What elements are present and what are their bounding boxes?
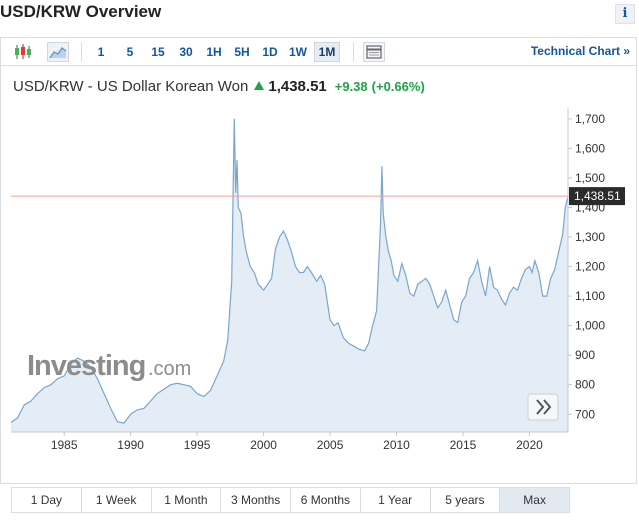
y-tick-label: 700 [575, 407, 595, 421]
y-tick-label: 1,200 [575, 260, 605, 274]
timeframe-30[interactable]: 30 [179, 45, 193, 59]
range-5-years[interactable]: 5 years [431, 488, 501, 512]
price-change: +9.38 [334, 79, 368, 94]
watermark-suffix: .com [148, 358, 191, 380]
header: USD/KRW Overview i [0, 0, 639, 28]
range-max[interactable]: Max [500, 488, 569, 512]
chart-container: USD/KRW - US Dollar Korean Won 1,438.51 +9… [0, 66, 637, 484]
range-3-months[interactable]: 3 Months [221, 488, 291, 512]
timeframe-5h[interactable]: 5H [234, 45, 250, 59]
y-tick-label: 1,700 [575, 112, 605, 126]
x-tick-label: 2005 [317, 438, 344, 452]
price-chart[interactable]: Investing .com 1985 1990 1995 2000 2005 2010 2… [0, 0, 639, 485]
price-change-percent: (+0.66%) [371, 79, 425, 94]
last-price-tag [569, 187, 625, 206]
range-1-year[interactable]: 1 Year [361, 488, 431, 512]
candlestick-icon[interactable] [12, 42, 34, 62]
y-tick-label: 1,300 [575, 230, 605, 244]
technical-chart-link[interactable]: Technical Chart » [530, 44, 630, 58]
y-tick-label: 1,100 [575, 289, 605, 303]
table-icon[interactable] [363, 42, 385, 62]
range-1-month[interactable]: 1 Month [152, 488, 222, 512]
price-area-fill [11, 118, 568, 433]
x-tick-label: 1990 [117, 438, 144, 452]
x-tick-label: 1995 [184, 438, 211, 452]
x-tick-label: 2020 [516, 438, 543, 452]
expand-button[interactable] [527, 393, 559, 421]
timeframe-1w[interactable]: 1W [289, 45, 307, 59]
timeframe-15[interactable]: 15 [151, 45, 165, 59]
up-arrow-icon [254, 81, 265, 90]
timeframe-1[interactable]: 1 [97, 45, 105, 59]
timeframe-1m[interactable]: 1M [314, 42, 340, 62]
last-price: 1,438.51 [268, 78, 327, 95]
area-chart-icon[interactable] [47, 42, 69, 62]
timeframe-5[interactable]: 5 [126, 45, 134, 59]
y-tick-label: 800 [575, 378, 595, 392]
range-selector: 1 Day 1 Week 1 Month 3 Months 6 Months 1… [11, 487, 570, 513]
x-tick-label: 1985 [51, 438, 78, 452]
chart-toolbar: 1 5 15 30 1H 5H 1D 1W 1M Technical Chart… [0, 37, 637, 66]
quote-line: USD/KRW - US Dollar Korean Won 1,438.51 +9… [13, 78, 425, 95]
y-tick-label: 1,600 [575, 141, 605, 155]
x-tick-label: 2010 [383, 438, 410, 452]
watermark-brand: Investing [27, 350, 145, 382]
timeframe-1h[interactable]: 1H [206, 45, 222, 59]
last-price-tag-label: 1,438.51 [574, 189, 621, 203]
toolbar-divider [353, 42, 354, 62]
y-tick-label: 1,000 [575, 319, 605, 333]
info-icon[interactable]: i [615, 4, 635, 24]
page-title: USD/KRW Overview [0, 2, 162, 21]
instrument-name: USD/KRW - US Dollar Korean Won [13, 78, 249, 95]
range-6-months[interactable]: 6 Months [291, 488, 361, 512]
x-tick-label: 2015 [450, 438, 477, 452]
y-tick-label: 1,500 [575, 171, 605, 185]
range-1-day[interactable]: 1 Day [12, 488, 82, 512]
y-tick-label: 900 [575, 348, 595, 362]
range-1-week[interactable]: 1 Week [82, 488, 152, 512]
timeframe-1d[interactable]: 1D [262, 45, 278, 59]
price-line [10, 118, 569, 424]
toolbar-divider [81, 42, 82, 62]
x-tick-label: 2000 [250, 438, 277, 452]
